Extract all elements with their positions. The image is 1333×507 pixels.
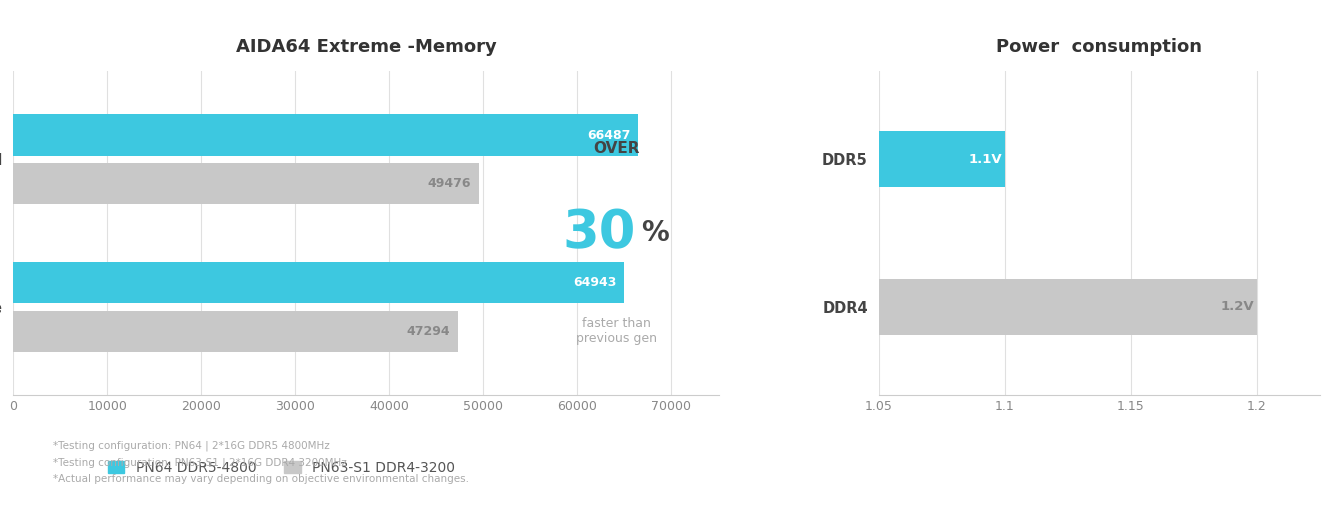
- Bar: [878, 131, 1005, 188]
- Text: 1.2V: 1.2V: [1221, 301, 1254, 313]
- Text: %: %: [641, 219, 669, 247]
- Title: AIDA64 Extreme -Memory: AIDA64 Extreme -Memory: [236, 38, 496, 56]
- Text: *Testing configuration: PN64 | 2*16G DDR5 4800MHz: *Testing configuration: PN64 | 2*16G DDR…: [53, 441, 331, 451]
- Text: *Actual performance may vary depending on objective environmental changes.: *Actual performance may vary depending o…: [53, 474, 469, 484]
- Text: 30: 30: [563, 207, 636, 259]
- Title: Power  consumption: Power consumption: [996, 38, 1202, 56]
- Legend: PN64 DDR5-4800, PN63-S1 DDR4-3200: PN64 DDR5-4800, PN63-S1 DDR4-3200: [108, 461, 455, 475]
- Text: 1.1V: 1.1V: [969, 153, 1002, 166]
- Bar: [13, 262, 624, 303]
- Bar: [878, 279, 1257, 335]
- Text: 47294: 47294: [407, 325, 451, 338]
- Bar: [13, 311, 459, 352]
- Text: 49476: 49476: [428, 177, 471, 190]
- Text: faster than
previous gen: faster than previous gen: [576, 316, 657, 345]
- Bar: [13, 115, 639, 156]
- Text: 64943: 64943: [573, 276, 616, 289]
- Text: OVER: OVER: [593, 141, 640, 156]
- Text: *Testing configuration: PN63-S1 | 2*16G DDR4 3200MHz: *Testing configuration: PN63-S1 | 2*16G …: [53, 457, 347, 468]
- Bar: [13, 163, 479, 204]
- Text: 66487: 66487: [588, 129, 631, 141]
